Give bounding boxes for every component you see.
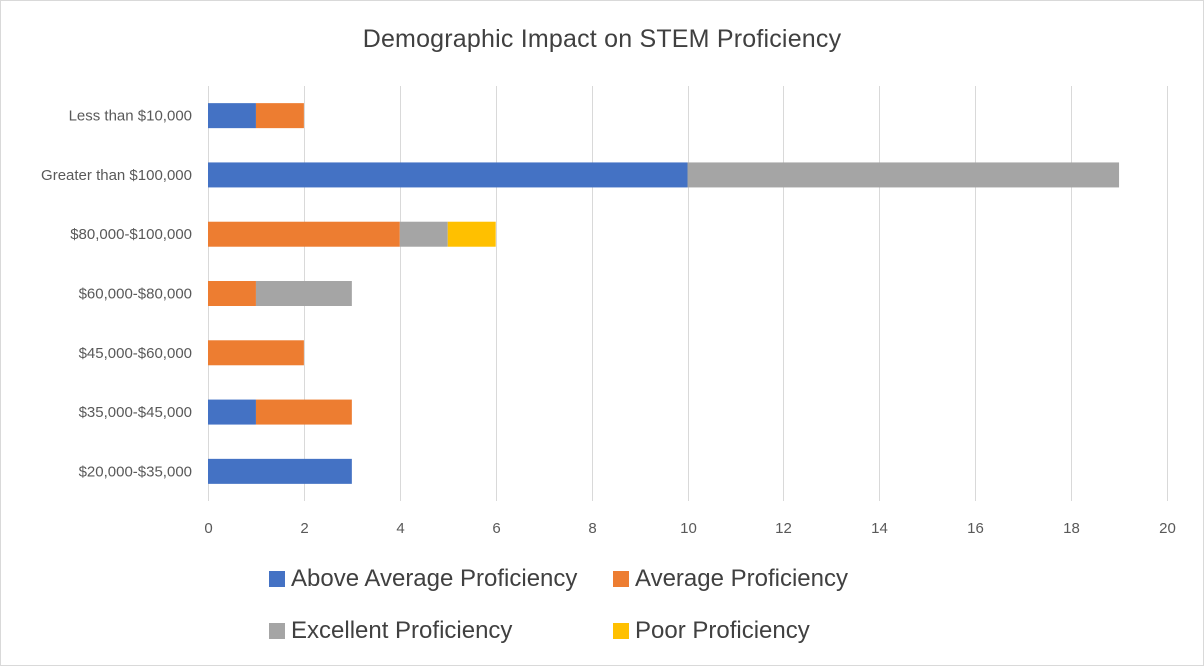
bar-segment xyxy=(208,281,256,306)
chart-title: Demographic Impact on STEM Proficiency xyxy=(362,25,842,53)
x-tick-label: 12 xyxy=(775,520,792,537)
plot-area: 0 2 4 6 8 10 12 14 16 18 20 Less than $10,000 Greate… xyxy=(41,86,1176,537)
bar-segment xyxy=(255,399,352,425)
bar-segment xyxy=(687,162,1120,188)
legend-label: Poor Proficiency xyxy=(635,617,810,644)
bar-segment xyxy=(208,340,304,366)
x-tick-label: 14 xyxy=(871,520,888,537)
legend-item: Average Proficiency xyxy=(613,565,848,593)
bar-segment xyxy=(208,103,256,129)
x-tick-label: 10 xyxy=(680,520,697,537)
bar-segment xyxy=(255,103,304,129)
legend-swatch xyxy=(269,623,285,639)
x-tick-label: 18 xyxy=(1063,520,1080,537)
y-category-label: $20,000-$35,000 xyxy=(79,463,192,480)
legend-item: Above Average Proficiency xyxy=(269,565,577,593)
y-category-label: $60,000-$80,000 xyxy=(79,286,192,303)
x-tick-label: 8 xyxy=(588,520,596,537)
x-tick-label: 20 xyxy=(1159,520,1176,537)
x-tick-label: 4 xyxy=(396,520,404,537)
x-tick-label: 6 xyxy=(492,520,500,537)
y-category-label: $35,000-$45,000 xyxy=(79,404,192,421)
x-tick-label: 16 xyxy=(967,520,984,537)
y-category-label: $80,000-$100,000 xyxy=(70,226,192,243)
legend-item: Excellent Proficiency xyxy=(269,617,512,645)
y-category-label: Less than $10,000 xyxy=(69,108,192,125)
legend-label: Average Proficiency xyxy=(635,565,848,592)
x-tick-label: 0 xyxy=(204,520,212,537)
legend-item: Poor Proficiency xyxy=(613,617,810,645)
bar-segment xyxy=(447,221,496,247)
bar-segment xyxy=(208,221,400,247)
bar-segment xyxy=(255,281,352,306)
legend: Above Average Proficiency Average Profici… xyxy=(269,559,969,659)
legend-swatch xyxy=(613,623,629,639)
bar-segment xyxy=(399,221,448,247)
legend-label: Above Average Proficiency xyxy=(291,565,578,592)
legend-swatch xyxy=(269,571,285,587)
legend-swatch xyxy=(613,571,629,587)
legend-label: Excellent Proficiency xyxy=(291,617,513,644)
bar-segment xyxy=(208,162,688,188)
y-category-label: $45,000-$60,000 xyxy=(79,345,192,362)
y-category-label: Greater than $100,000 xyxy=(41,167,192,184)
x-tick-label: 2 xyxy=(300,520,308,537)
bar-segment xyxy=(208,458,352,484)
bar-segment xyxy=(208,399,256,425)
